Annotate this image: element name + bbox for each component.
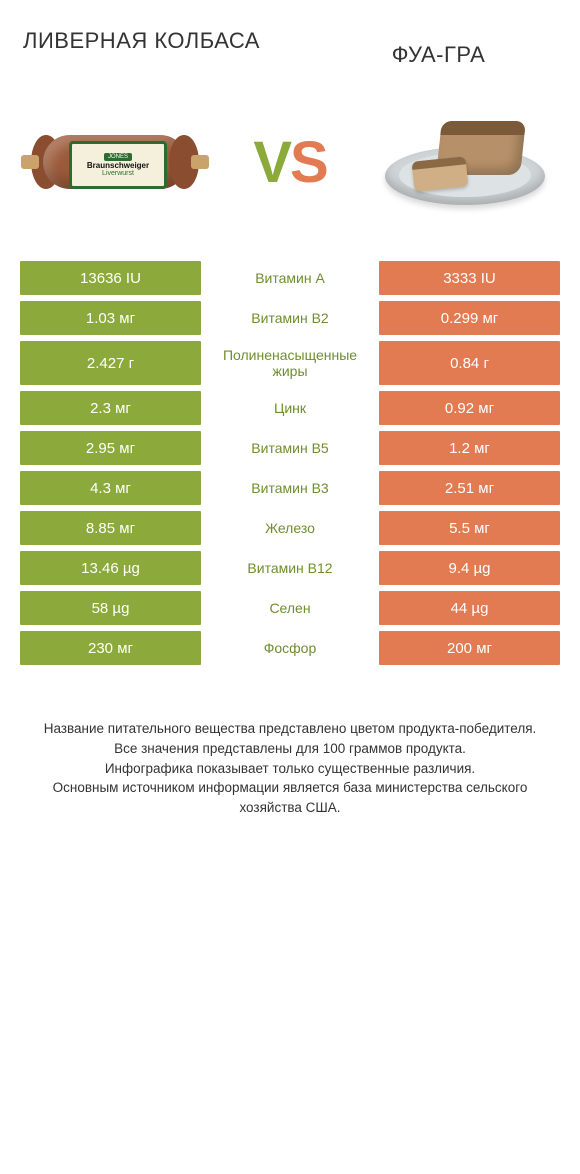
product-image-left: JONES Braunschweiger Liverwurst [20, 107, 210, 217]
right-value: 44 µg [379, 591, 560, 625]
table-row: 2.427 гПолиненасыщенные жиры0.84 г [20, 341, 560, 385]
footer-line-2: Все значения представлены для 100 граммо… [20, 739, 560, 759]
left-value: 2.95 мг [20, 431, 201, 465]
vs-letter-s: S [290, 130, 327, 195]
nutrient-label: Селен [201, 591, 379, 625]
right-value: 9.4 µg [379, 551, 560, 585]
right-value: 0.299 мг [379, 301, 560, 335]
table-row: 2.95 мгВитамин B51.2 мг [20, 431, 560, 465]
nutrient-label: Фосфор [201, 631, 379, 665]
right-value: 200 мг [379, 631, 560, 665]
table-row: 58 µgСелен44 µg [20, 591, 560, 625]
sausage-label-line1: Braunschweiger [87, 162, 149, 170]
left-value: 4.3 мг [20, 471, 201, 505]
vs-label: VS [253, 129, 326, 196]
sausage-label-line2: Liverwurst [102, 170, 134, 177]
right-value: 0.92 мг [379, 391, 560, 425]
nutrient-label: Витамин B2 [201, 301, 379, 335]
nutrient-label: Витамин B12 [201, 551, 379, 585]
comparison-table: 13636 IUВитамин A3333 IU1.03 мгВитамин B… [20, 261, 560, 665]
right-value: 0.84 г [379, 341, 560, 385]
table-row: 13636 IUВитамин A3333 IU [20, 261, 560, 295]
header-row: ЛИВЕРНАЯ КОЛБАСА ФУА-ГРА [20, 0, 560, 67]
table-row: 1.03 мгВитамин B20.299 мг [20, 301, 560, 335]
nutrient-label: Витамин B5 [201, 431, 379, 465]
left-value: 13.46 µg [20, 551, 201, 585]
left-value: 2.3 мг [20, 391, 201, 425]
right-value: 3333 IU [379, 261, 560, 295]
table-row: 13.46 µgВитамин B129.4 µg [20, 551, 560, 585]
right-value: 1.2 мг [379, 431, 560, 465]
nutrient-label: Цинк [201, 391, 379, 425]
product-title-right: ФУА-ГРА [317, 28, 560, 67]
left-value: 2.427 г [20, 341, 201, 385]
foie-gras-icon [375, 107, 555, 217]
left-value: 58 µg [20, 591, 201, 625]
right-value: 2.51 мг [379, 471, 560, 505]
footer-line-4: Основным источником информации является … [20, 778, 560, 817]
nutrient-label: Витамин A [201, 261, 379, 295]
nutrient-label: Полиненасыщенные жиры [201, 341, 379, 385]
left-value: 13636 IU [20, 261, 201, 295]
table-row: 4.3 мгВитамин B32.51 мг [20, 471, 560, 505]
right-value: 5.5 мг [379, 511, 560, 545]
table-row: 8.85 мгЖелезо5.5 мг [20, 511, 560, 545]
vs-row: JONES Braunschweiger Liverwurst VS [20, 107, 560, 217]
table-row: 2.3 мгЦинк0.92 мг [20, 391, 560, 425]
footer-line-1: Название питательного вещества представл… [20, 719, 560, 739]
liverwurst-icon: JONES Braunschweiger Liverwurst [25, 127, 205, 197]
product-title-left: ЛИВЕРНАЯ КОЛБАСА [20, 28, 263, 53]
nutrient-label: Железо [201, 511, 379, 545]
nutrient-label: Витамин B3 [201, 471, 379, 505]
footer-notes: Название питательного вещества представл… [20, 719, 560, 817]
left-value: 1.03 мг [20, 301, 201, 335]
sausage-brand: JONES [104, 153, 132, 161]
left-value: 8.85 мг [20, 511, 201, 545]
product-image-right [370, 107, 560, 217]
vs-letter-v: V [253, 130, 290, 195]
left-value: 230 мг [20, 631, 201, 665]
footer-line-3: Инфографика показывает только существенн… [20, 759, 560, 779]
table-row: 230 мгФосфор200 мг [20, 631, 560, 665]
